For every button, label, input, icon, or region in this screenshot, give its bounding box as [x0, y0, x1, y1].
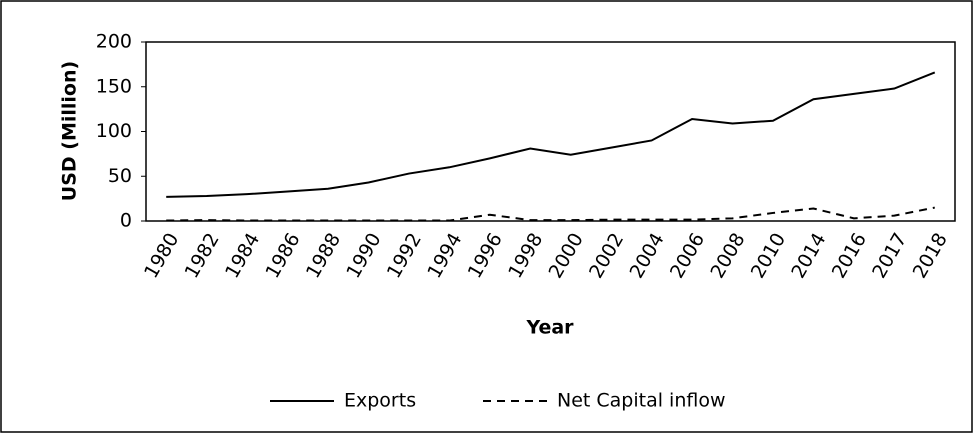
y-tick-label: 50 [108, 165, 132, 187]
y-axis-title: USD (Million) [59, 61, 81, 201]
legend-label: Exports [344, 390, 416, 412]
series-line [166, 71, 936, 198]
y-tick-label: 150 [96, 75, 132, 97]
series-line [166, 206, 935, 222]
y-tick-label: 100 [96, 120, 132, 142]
y-tick-label: 200 [96, 31, 132, 53]
x-axis-title: Year [525, 317, 574, 339]
y-tick-label: 0 [120, 210, 132, 232]
legend-label: Net Capital inflow [557, 390, 726, 412]
